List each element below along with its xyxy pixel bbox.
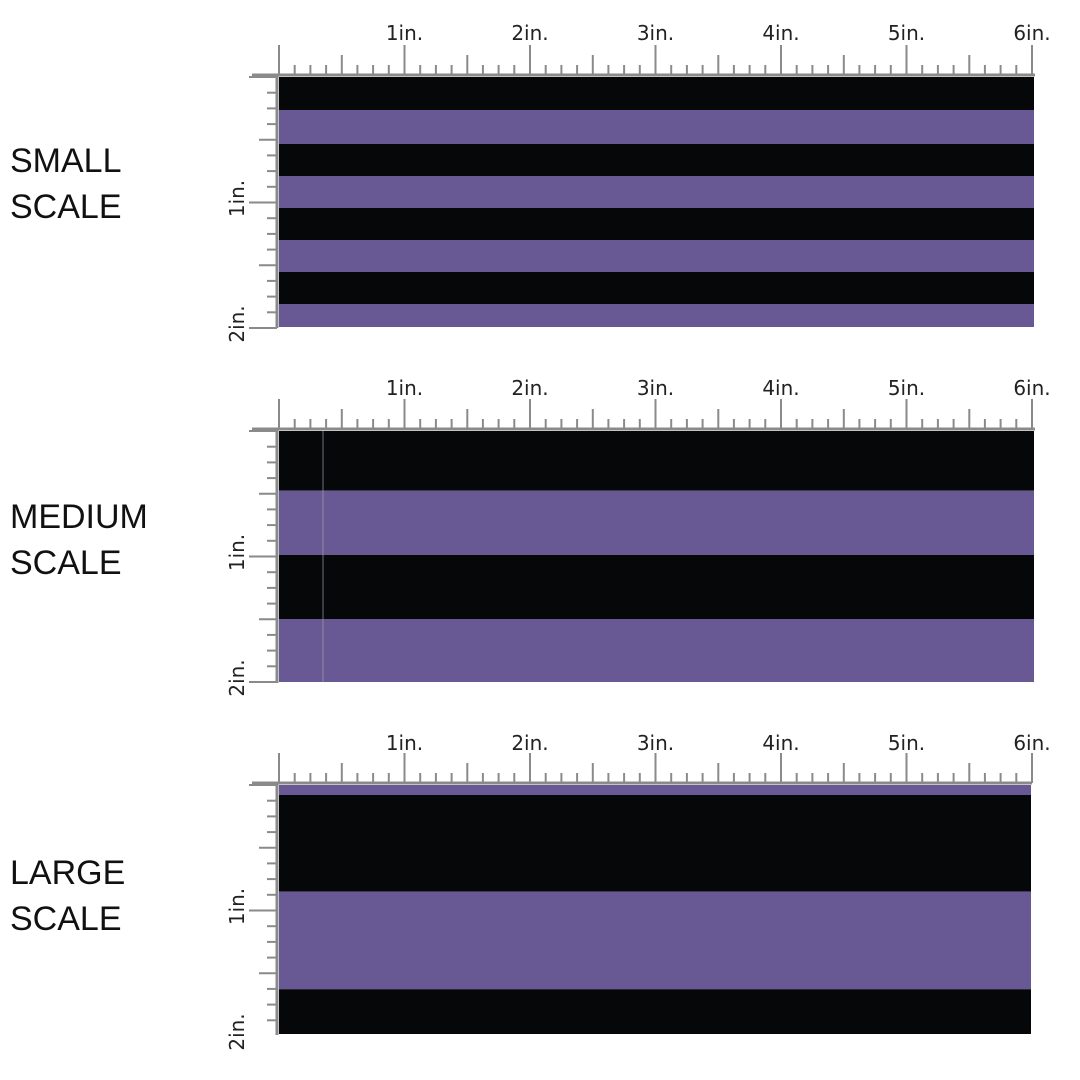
small-top-tick-label: 2in. [511, 21, 548, 45]
large-side-tick-label: 2in. [225, 1013, 249, 1050]
small-stripe [279, 176, 1034, 208]
medium-side-tick-label: 1in. [225, 534, 249, 571]
small-top-tick-label: 3in. [637, 21, 674, 45]
large-stripe [279, 989, 1031, 1034]
small-stripe [279, 304, 1034, 327]
small-side-tick-label: 1in. [225, 180, 249, 217]
large-stripe [279, 785, 1031, 795]
small-stripe [279, 272, 1034, 304]
medium-top-tick-label: 4in. [762, 376, 799, 400]
large-top-tick-label: 3in. [637, 731, 674, 755]
medium-top-tick-label: 6in. [1013, 376, 1050, 400]
medium-top-tick-label: 2in. [511, 376, 548, 400]
small-top-tick-label: 4in. [762, 21, 799, 45]
medium-stripe [279, 431, 1034, 491]
medium-stripe [279, 490, 1034, 555]
large-stripe [279, 795, 1031, 892]
large-stripe [279, 891, 1031, 990]
large-scale-label: LARGE SCALE [10, 850, 125, 942]
medium-scale-label: MEDIUM SCALE [10, 494, 148, 586]
label-line: SMALL [10, 142, 122, 180]
small-top-tick-label: 1in. [386, 21, 423, 45]
small-stripe [279, 110, 1034, 144]
medium-stripe [279, 619, 1034, 682]
small-stripe [279, 240, 1034, 272]
large-top-tick-label: 1in. [386, 731, 423, 755]
medium-top-tick-label: 5in. [888, 376, 925, 400]
label-line: SCALE [10, 544, 122, 582]
small-top-tick-label: 5in. [888, 21, 925, 45]
label-line: SCALE [10, 900, 122, 938]
medium-stripe [279, 555, 1034, 619]
label-line: SCALE [10, 188, 122, 226]
label-line: MEDIUM [10, 498, 148, 536]
small-side-tick-label: 2in. [225, 305, 249, 342]
small-top-tick-label: 6in. [1013, 21, 1050, 45]
medium-side-tick-label: 2in. [225, 659, 249, 696]
small-stripe [279, 77, 1034, 110]
label-line: LARGE [10, 854, 126, 892]
large-side-tick-label: 1in. [225, 888, 249, 925]
small-stripe [279, 144, 1034, 176]
large-top-tick-label: 5in. [888, 731, 925, 755]
large-top-tick-label: 4in. [762, 731, 799, 755]
small-scale-label: SMALL SCALE [10, 138, 122, 230]
small-stripe [279, 208, 1034, 240]
medium-top-tick-label: 1in. [386, 376, 423, 400]
medium-top-tick-label: 3in. [637, 376, 674, 400]
large-top-tick-label: 2in. [511, 731, 548, 755]
large-top-tick-label: 6in. [1013, 731, 1050, 755]
